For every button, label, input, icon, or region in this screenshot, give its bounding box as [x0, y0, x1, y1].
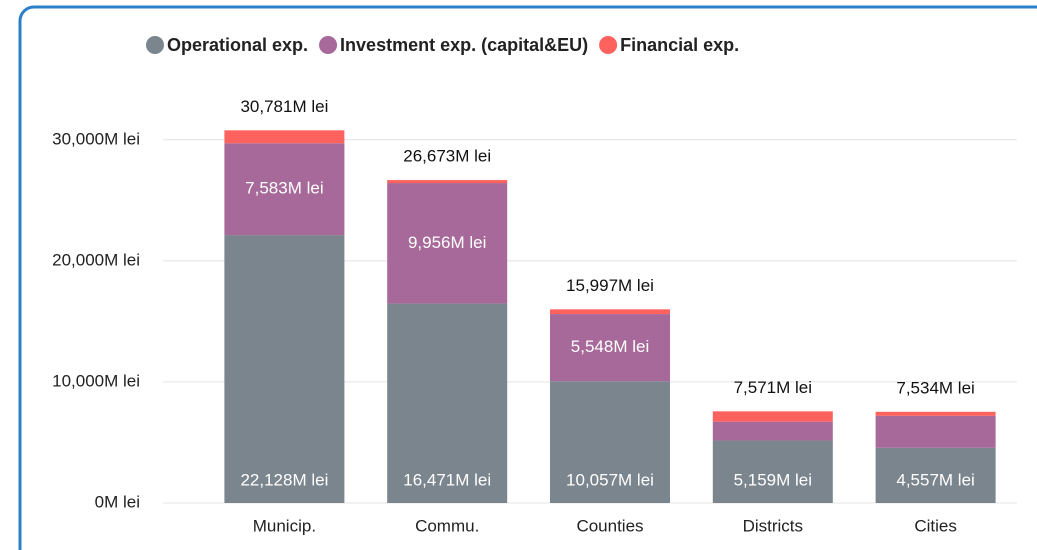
- bar-segment: [224, 130, 345, 144]
- data-label: 5,548M lei: [571, 337, 649, 356]
- bar-segment: [875, 411, 996, 416]
- bar-segment: [387, 303, 508, 503]
- bar-segment: [387, 180, 508, 184]
- bar-segment: [224, 235, 345, 504]
- data-label: 9,956M lei: [408, 233, 486, 252]
- x-tick-label: Municip.: [253, 516, 316, 535]
- bar-segment: [875, 447, 996, 503]
- data-label: 7,583M lei: [245, 179, 323, 198]
- bar-segment: [712, 421, 833, 441]
- bar-segment: [550, 381, 670, 503]
- total-label: 15,997M lei: [566, 276, 654, 295]
- data-label: 4,557M lei: [896, 470, 974, 489]
- legend: Operational exp. Investment exp. (capital…: [146, 35, 739, 55]
- legend-label: Operational exp.: [167, 35, 308, 55]
- y-tick-label: 10,000M lei: [52, 371, 140, 390]
- data-label: 5,159M lei: [734, 470, 812, 489]
- bar-segment: [875, 415, 996, 448]
- y-tick-label: 0M lei: [95, 492, 140, 511]
- bar-segment: [550, 309, 670, 315]
- x-tick-label: Counties: [576, 516, 643, 535]
- y-tick-label: 20,000M lei: [52, 250, 140, 269]
- bar-segment: [387, 183, 508, 304]
- data-label: 16,471M lei: [403, 470, 491, 489]
- x-tick-label: Districts: [743, 516, 803, 535]
- bar-segment: [712, 440, 833, 503]
- bar-segment: [550, 314, 670, 382]
- data-label: 10,057M lei: [566, 470, 654, 489]
- total-label: 7,571M lei: [734, 378, 812, 397]
- legend-label: Financial exp.: [620, 35, 739, 55]
- total-label: 26,673M lei: [403, 147, 491, 166]
- bar-segment: [224, 143, 345, 236]
- x-tick-label: Commu.: [415, 516, 479, 535]
- total-label: 7,534M lei: [896, 378, 974, 397]
- legend-swatch: [599, 36, 618, 54]
- data-label: 22,128M lei: [240, 470, 328, 489]
- legend-swatch: [319, 36, 338, 54]
- total-label: 30,781M lei: [240, 97, 328, 116]
- legend-label: Investment exp. (capital&EU): [340, 35, 588, 55]
- bar-segment: [712, 411, 833, 422]
- x-tick-label: Cities: [914, 516, 957, 535]
- y-tick-label: 30,000M lei: [52, 129, 140, 148]
- legend-swatch: [146, 36, 164, 54]
